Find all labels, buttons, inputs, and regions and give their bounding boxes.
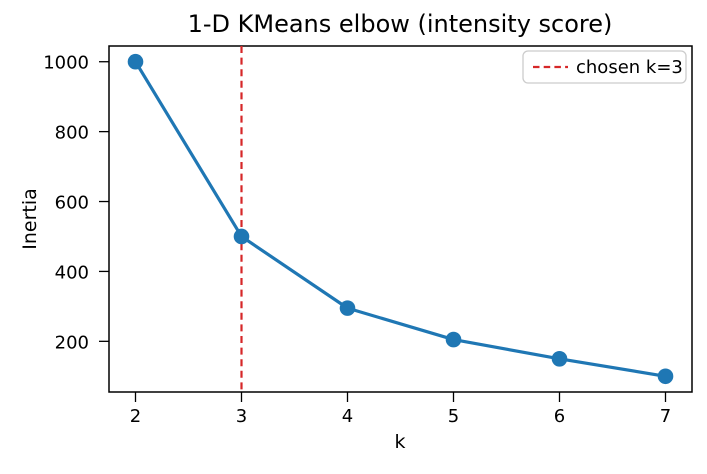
data-point	[233, 228, 250, 245]
legend-box	[522, 50, 687, 84]
x-tick-label: 4	[342, 406, 353, 427]
y-tick-label: 800	[55, 123, 89, 144]
x-tick-label: 7	[660, 406, 671, 427]
plot-content: 2 3 4 5 6 7 200 400 600 800 1000	[43, 46, 674, 427]
y-tick-label: 400	[55, 262, 89, 283]
y-axis-label: Inertia	[19, 188, 41, 250]
x-tick-label: 5	[448, 406, 459, 427]
series-line-inertia	[134, 60, 666, 378]
y-tick-label: 1000	[43, 53, 89, 74]
data-point	[339, 300, 356, 316]
y-tick-label: 200	[55, 332, 89, 353]
chart-title: 1-D KMeans elbow (intensity score)	[188, 10, 613, 38]
legend-label: chosen k=3	[576, 57, 683, 78]
x-tick-label: 2	[130, 406, 141, 427]
legend: chosen k=3	[522, 50, 687, 84]
plot-frame	[108, 45, 693, 393]
data-point	[127, 53, 144, 70]
x-tick-label: 3	[236, 406, 247, 427]
x-tick-label: 6	[554, 406, 565, 427]
data-point	[551, 350, 568, 367]
data-point	[445, 331, 462, 348]
y-tick-label: 600	[55, 193, 89, 214]
data-point	[657, 368, 674, 385]
x-axis-label: k	[394, 431, 405, 453]
